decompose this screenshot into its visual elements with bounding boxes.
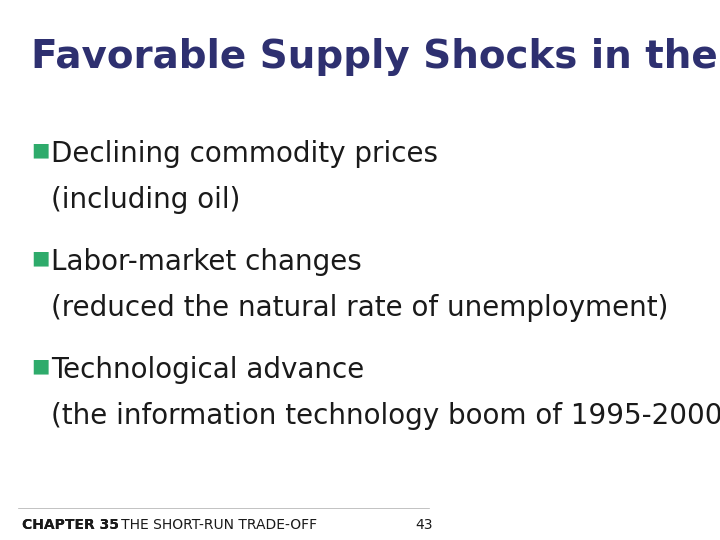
Text: THE SHORT-RUN TRADE-OFF: THE SHORT-RUN TRADE-OFF: [109, 518, 318, 532]
Text: CHAPTER 35: CHAPTER 35: [22, 518, 120, 532]
Text: 43: 43: [415, 518, 433, 532]
Text: CHAPTER 35: CHAPTER 35: [22, 518, 120, 532]
Text: ■: ■: [31, 248, 50, 267]
Text: ■: ■: [31, 140, 50, 159]
Text: Technological advance: Technological advance: [51, 356, 364, 384]
Text: (the information technology boom of 1995-2000): (the information technology boom of 1995…: [51, 402, 720, 430]
Text: CHAPTER 35   THE SHORT-RUN TRADE-OFF: CHAPTER 35 THE SHORT-RUN TRADE-OFF: [22, 518, 318, 532]
Text: Labor-market changes: Labor-market changes: [51, 248, 362, 276]
Text: ■: ■: [31, 356, 50, 375]
Text: Declining commodity prices: Declining commodity prices: [51, 140, 438, 168]
Text: (including oil): (including oil): [51, 186, 240, 214]
Text: Favorable Supply Shocks in the ’90s: Favorable Supply Shocks in the ’90s: [31, 38, 720, 76]
Text: (reduced the natural rate of unemployment): (reduced the natural rate of unemploymen…: [51, 294, 669, 322]
